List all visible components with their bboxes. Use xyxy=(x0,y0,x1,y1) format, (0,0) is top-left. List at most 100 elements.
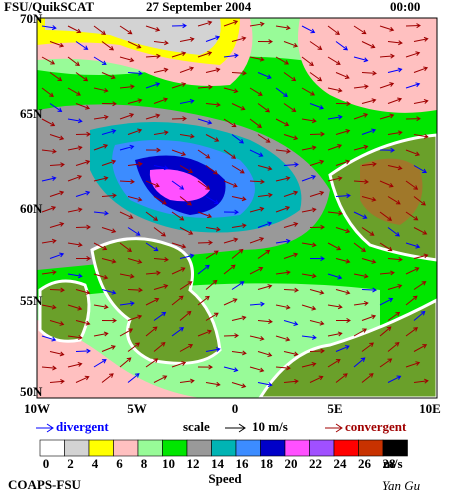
wind-arrow xyxy=(353,25,367,35)
colorbar-tick: 10 xyxy=(162,456,175,471)
wind-arrow xyxy=(67,56,80,67)
lat-label: 65N xyxy=(20,106,43,121)
wind-arrow xyxy=(197,51,213,58)
wind-arrow xyxy=(153,341,166,352)
wind-arrow xyxy=(101,159,117,166)
wind-arrow xyxy=(231,248,244,259)
wind-arrow xyxy=(127,98,143,104)
wind-arrow xyxy=(171,211,185,221)
wind-arrow xyxy=(197,240,213,246)
wind-arrow xyxy=(249,237,265,244)
scale-arrow xyxy=(225,423,246,433)
wind-arrow xyxy=(387,196,401,205)
wind-arrow xyxy=(257,39,273,45)
wind-arrow xyxy=(249,149,264,157)
wind-arrow xyxy=(387,97,403,104)
colorbar-tick: 4 xyxy=(92,456,99,471)
wind-arrow xyxy=(75,131,91,137)
wind-arrow xyxy=(153,375,168,383)
wind-arrow xyxy=(205,226,221,232)
wind-arrow xyxy=(275,118,290,127)
lon-label: 5W xyxy=(127,401,147,416)
wind-arrow xyxy=(257,103,271,113)
wind-arrow xyxy=(145,147,161,153)
wind-arrow xyxy=(283,103,297,112)
wind-arrow xyxy=(379,358,393,368)
wind-arrow xyxy=(205,250,219,259)
wind-arrow xyxy=(361,70,377,76)
wind-arrow xyxy=(179,133,195,139)
wind-arrow xyxy=(231,382,247,389)
wind-arrow xyxy=(223,333,239,339)
wind-arrow xyxy=(327,304,343,310)
wind-arrow xyxy=(353,357,366,368)
wind-arrow xyxy=(127,287,143,293)
wind-arrow xyxy=(49,221,65,228)
wind-arrow xyxy=(335,41,349,51)
wind-arrow xyxy=(413,66,429,73)
wind-arrow xyxy=(145,180,160,188)
wind-arrow xyxy=(231,70,247,76)
wind-arrow xyxy=(387,283,403,290)
wind-arrow xyxy=(309,41,323,50)
wind-arrow xyxy=(205,102,221,108)
wind-arrow xyxy=(75,190,91,197)
lat-label: 60N xyxy=(20,201,43,216)
wind-arrow xyxy=(405,51,421,58)
wind-arrow xyxy=(327,143,343,151)
wind-arrow xyxy=(49,103,63,113)
colorbar-tick: 14 xyxy=(211,456,225,471)
wind-arrow xyxy=(93,242,108,251)
wind-arrow xyxy=(283,162,299,168)
wind-arrow xyxy=(327,56,341,65)
wind-arrow xyxy=(179,36,195,42)
wind-arrow xyxy=(361,342,374,352)
wind-arrow xyxy=(197,20,213,27)
wind-arrow xyxy=(119,357,132,368)
wind-arrow xyxy=(179,165,194,173)
wind-arrow xyxy=(205,381,221,387)
wind-arrow xyxy=(327,331,343,337)
wind-arrow xyxy=(101,289,117,295)
convergent-arrow xyxy=(325,423,343,433)
wind-arrow xyxy=(75,103,90,110)
colorbar-cell xyxy=(64,439,90,457)
wind-arrow xyxy=(379,242,393,252)
wind-arrow xyxy=(335,227,351,234)
wind-arrow xyxy=(309,348,325,354)
wind-arrow xyxy=(197,180,211,190)
wind-arrow xyxy=(353,144,369,151)
wind-arrow xyxy=(231,350,247,356)
wind-arrow xyxy=(75,289,91,295)
wind-arrow xyxy=(361,196,377,202)
wind-arrow xyxy=(49,252,65,259)
wind-arrow xyxy=(413,253,429,259)
wind-arrow xyxy=(127,342,141,352)
wind-arrow xyxy=(75,256,91,262)
colorbar-tick: 16 xyxy=(236,456,250,471)
wind-arrow xyxy=(75,159,91,166)
wind-arrow xyxy=(197,118,213,125)
wind-arrow xyxy=(93,273,109,280)
lon-label: 0 xyxy=(232,401,239,416)
wind-arrow xyxy=(153,227,166,237)
wind-arrow xyxy=(387,256,403,262)
wind-arrow xyxy=(127,128,143,135)
wind-arrow xyxy=(67,273,83,279)
wind-arrow xyxy=(75,224,91,230)
wind-arrow xyxy=(275,365,291,371)
wind-arrow xyxy=(127,70,143,76)
wind-arrow xyxy=(127,161,143,167)
wind-arrow xyxy=(257,382,273,388)
wind-arrow xyxy=(301,145,317,151)
wind-arrow xyxy=(205,347,221,352)
time: 00:00 xyxy=(390,0,420,14)
wind-arrow xyxy=(283,252,299,259)
wind-arrow xyxy=(101,72,116,80)
wind-arrow xyxy=(67,207,83,213)
wind-arrow xyxy=(101,129,117,135)
colorbar-cell xyxy=(358,439,384,457)
colorbar-tick: 2 xyxy=(67,456,74,471)
wind-arrow xyxy=(249,118,262,128)
wind-arrow xyxy=(353,84,369,90)
